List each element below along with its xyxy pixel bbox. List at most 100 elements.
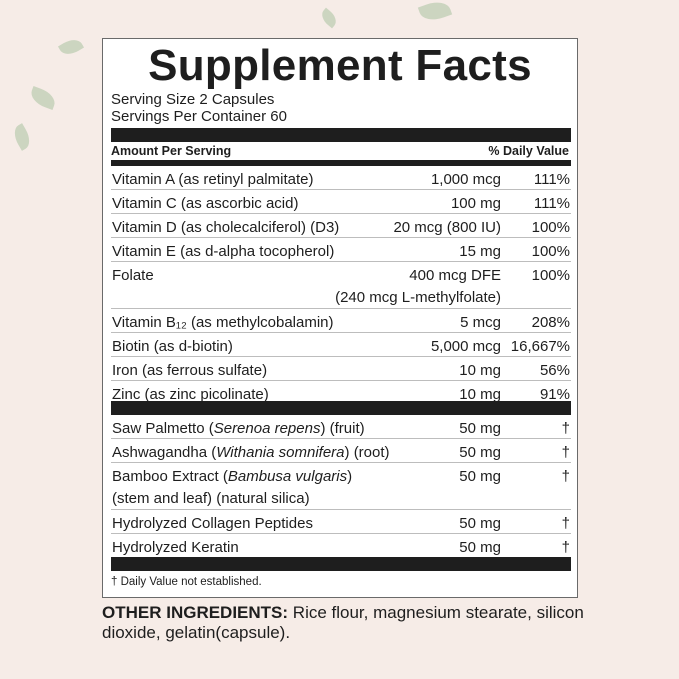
divider-bar [111,557,571,571]
ingredient-latin-name: Serenoa repens [213,420,321,437]
ingredient-common-name: Bamboo Extract [112,468,219,485]
nutrient-amount: 20 mcg (800 IU) [393,217,501,239]
name-line: Hydrolyzed Keratin [112,537,239,559]
table-row: Ashwagandha (Withania somnifera) (root) 5… [111,439,571,463]
plant-part: (root) [353,444,390,461]
amount-line: 10 mg [459,386,501,403]
daily-value: 91% [539,386,570,403]
divider-bar [111,160,571,166]
plant-part: (fruit) [329,420,365,437]
name-line: Saw Palmetto (Serenoa repens) (fruit) [112,420,365,437]
daily-value: † [561,468,570,485]
ingredient-amount: 50 mg [459,444,501,461]
name-line: Ashwagandha (Withania somnifera) (root) [112,444,390,461]
ingredient-common-name: Hydrolyzed Collagen Peptides [112,515,313,532]
other-ingredients-text: Rice flour, magnesium stearate, silicon … [102,603,584,642]
serving-size: Serving Size 2 Capsules [111,91,275,108]
daily-value: 56% [539,362,570,379]
table-row: Hydrolyzed Collagen Peptides 50 mg † [111,510,571,534]
amount-line: (240 mcg L-methylfolate) [335,289,501,306]
table-row: Iron (as ferrous sulfate) 10 mg 56% [111,357,571,381]
ingredient-amount: 50 mg [459,539,501,556]
nutrient-name: Vitamin B₁₂ (as methylcobalamin) [112,314,334,331]
table-row: Vitamin E (as d-alpha tocopherol) 15 mg 10… [111,238,571,262]
leaf-decoration [318,7,340,29]
botanical-rows: Saw Palmetto (Serenoa repens) (fruit) 50 … [111,415,571,557]
nutrient-amount: 100 mg [451,193,501,215]
daily-value: 16,667% [510,338,570,355]
amount-line: 5 mcg [460,314,501,331]
daily-value: 100% [531,267,570,284]
ingredient-name: Saw Palmetto (Serenoa repens) (fruit) [112,418,365,440]
daily-value: 111% [533,171,570,188]
other-ingredients: OTHER INGREDIENTS: Rice flour, magnesium… [102,603,602,643]
table-row: Saw Palmetto (Serenoa repens) (fruit) 50 … [111,415,571,439]
supplement-facts-panel: Supplement Facts Serving Size 2 Capsules… [102,38,578,598]
amount-line: 15 mg [459,243,501,260]
table-row: Vitamin B₁₂ (as methylcobalamin) 5 mcg 208… [111,309,571,333]
nutrient-amount: 5 mcg [460,312,501,334]
nutrient-name: Vitamin A (as retinyl palmitate) [112,171,314,188]
daily-value: 208% [531,314,570,331]
table-row: Bamboo Extract (Bambusa vulgaris) (stem a… [111,463,571,510]
nutrient-name: Vitamin D (as cholecalciferol) (D3) [112,219,340,236]
nutrient-amount: 1,000 mcg [431,169,501,191]
ingredient-name: Hydrolyzed Collagen Peptides [112,513,313,535]
divider-bar [111,401,571,415]
nutrient-name: Vitamin C (as ascorbic acid) [112,195,299,212]
ingredient-name: Ashwagandha (Withania somnifera) (root) [112,442,390,464]
ingredient-common-name: Saw Palmetto [112,420,205,437]
daily-value: † [561,539,570,556]
amount-line: 1,000 mcg [430,171,501,188]
nutrient-name: Zinc (as zinc picolinate) [112,386,269,403]
ingredient-amount: 50 mg [459,420,501,437]
nutrient-amount: 5,000 mcg [431,336,501,358]
nutrient-amount: 15 mg [459,241,501,263]
ingredient-common-name: Hydrolyzed Keratin [112,539,239,556]
leaf-decoration [9,123,35,151]
footnote: † Daily Value not established. [111,576,262,588]
name-line: Hydrolyzed Collagen Peptides [112,513,313,535]
name-line: (stem and leaf) (natural silica) [112,490,310,507]
nutrient-name: Folate [112,267,154,284]
leaf-decoration [57,35,85,59]
ingredient-latin-name: Withania somnifera [216,444,345,461]
vitamin-rows: Vitamin A (as retinyl palmitate) 1,000 mc… [111,166,571,404]
table-row: Hydrolyzed Keratin 50 mg † [111,534,571,557]
ingredient-name: Hydrolyzed Keratin [112,537,239,559]
amount-line: 400 mcg DFE [409,267,501,284]
ingredient-amount: 50 mg [459,515,501,532]
nutrient-name: Biotin (as d-biotin) [112,338,233,355]
amount-line: 100 mg [450,195,501,212]
table-row: Zinc (as zinc picolinate) 10 mg 91% [111,381,571,404]
nutrient-amount: 10 mg [459,384,501,406]
leaf-decoration [28,86,58,110]
panel-title: Supplement Facts [148,41,532,90]
table-row: Biotin (as d-biotin) 5,000 mcg 16,667% [111,333,571,357]
other-ingredients-label: OTHER INGREDIENTS: [102,603,289,622]
divider-bar [111,128,571,142]
ingredient-latin-name: Bambusa vulgaris [227,468,348,485]
leaf-decoration [417,0,453,25]
nutrient-amount: 10 mg [459,360,501,382]
column-header: Amount Per Serving % Daily Value [111,144,569,158]
nutrient-name: Vitamin E (as d-alpha tocopherol) [112,243,335,260]
servings-per-container: Servings Per Container 60 [111,108,287,125]
nutrient-amount: 400 mcg DFE (240 mcg L-methylfolate) [335,265,501,309]
daily-value: † [561,420,570,437]
table-row: Folate 400 mcg DFE (240 mcg L-methylfolate… [111,262,571,309]
dv-header: % Daily Value [488,144,569,158]
nutrient-name: Iron (as ferrous sulfate) [112,362,268,379]
name-line: Bamboo Extract (Bambusa vulgaris) [112,468,353,485]
daily-value: † [561,444,570,461]
amount-header: Amount Per Serving [111,144,232,158]
ingredient-amount: 50 mg [459,468,501,485]
table-row: Vitamin C (as ascorbic acid) 100 mg 111% [111,190,571,214]
ingredient-name: Bamboo Extract (Bambusa vulgaris) (stem a… [112,466,352,510]
daily-value: 111% [533,195,570,212]
ingredient-common-name: Ashwagandha [112,444,208,461]
table-row: Vitamin A (as retinyl palmitate) 1,000 mc… [111,166,571,190]
daily-value: 100% [531,243,570,260]
amount-line: 10 mg [459,362,501,379]
daily-value: † [561,515,570,532]
